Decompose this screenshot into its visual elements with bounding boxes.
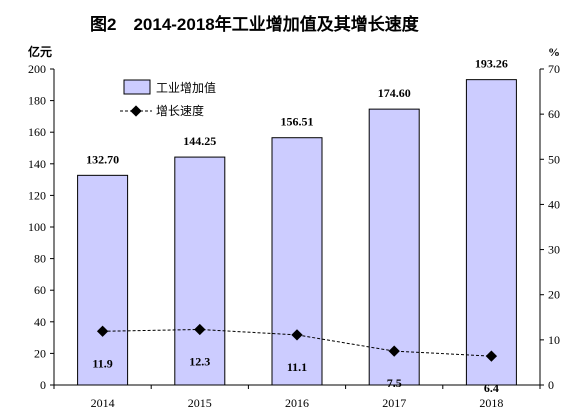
x-tick-label: 2017 xyxy=(382,396,406,410)
left-tick-label: 20 xyxy=(34,346,46,360)
left-tick-label: 180 xyxy=(28,94,46,108)
left-axis-ticks: 0 20 40 60 80 100 120 140 160 180 200 xyxy=(28,62,54,392)
left-tick-label: 40 xyxy=(34,315,46,329)
legend-bar-label: 工业增加值 xyxy=(156,80,216,95)
growth-value-label: 12.3 xyxy=(189,354,210,368)
left-tick-label: 0 xyxy=(40,378,46,392)
bar-value-label: 174.60 xyxy=(378,86,411,100)
bar-value-labels: 132.70 144.25 156.51 174.60 193.26 xyxy=(86,57,508,167)
bar xyxy=(77,174,129,386)
legend-diamond-marker xyxy=(130,105,142,117)
right-tick-label: 50 xyxy=(548,152,560,166)
growth-marker xyxy=(388,345,400,357)
growth-value-label: 11.9 xyxy=(92,356,112,370)
left-tick-label: 120 xyxy=(28,188,46,202)
x-tick-label: 2016 xyxy=(285,396,309,410)
legend-bar-swatch xyxy=(123,79,151,95)
right-tick-label: 40 xyxy=(548,197,560,211)
growth-value-labels: 11.9 12.3 11.1 7.5 6.4 xyxy=(92,354,498,395)
bar-value-label: 132.70 xyxy=(86,152,119,166)
right-axis-unit: % xyxy=(548,45,560,59)
left-tick-label: 140 xyxy=(28,157,46,171)
x-tick-label: 2018 xyxy=(479,396,503,410)
legend: 工业增加值 增长速度 xyxy=(120,79,216,118)
right-tick-label: 0 xyxy=(548,378,554,392)
growth-value-label: 6.4 xyxy=(484,381,499,395)
growth-marker xyxy=(485,350,498,362)
growth-line xyxy=(102,328,492,357)
left-tick-label: 60 xyxy=(34,283,46,297)
right-tick-label: 30 xyxy=(548,243,560,257)
right-axis-ticks: 0 10 20 30 40 50 60 70 xyxy=(540,62,560,392)
chart-title: 图2 2014-2018年工业增加值及其增长速度 xyxy=(90,14,420,34)
left-tick-label: 100 xyxy=(28,220,46,234)
left-tick-label: 200 xyxy=(28,62,46,76)
x-tick-label: 2014 xyxy=(91,396,115,410)
left-tick-label: 160 xyxy=(28,125,46,139)
x-axis-ticks: 2014 2015 2016 2017 2018 xyxy=(53,385,541,410)
bar xyxy=(368,108,420,386)
right-tick-label: 20 xyxy=(548,288,560,302)
bar xyxy=(465,79,517,386)
legend-line-label: 增长速度 xyxy=(156,103,204,118)
bar xyxy=(174,156,226,386)
left-tick-label: 80 xyxy=(34,252,46,266)
right-tick-label: 60 xyxy=(548,107,560,121)
growth-value-label: 11.1 xyxy=(287,360,307,374)
right-tick-label: 10 xyxy=(548,333,560,347)
bar-value-label: 156.51 xyxy=(281,115,314,129)
bar-series xyxy=(77,79,517,386)
growth-marker xyxy=(194,323,206,336)
x-tick-label: 2015 xyxy=(188,396,212,410)
growth-marker xyxy=(291,329,303,341)
bar xyxy=(271,137,323,386)
growth-value-label: 7.5 xyxy=(387,376,402,390)
right-tick-label: 70 xyxy=(548,62,560,76)
bar-value-label: 193.26 xyxy=(475,57,508,71)
left-axis-unit: 亿元 xyxy=(28,44,52,59)
bar-value-label: 144.25 xyxy=(183,134,216,148)
